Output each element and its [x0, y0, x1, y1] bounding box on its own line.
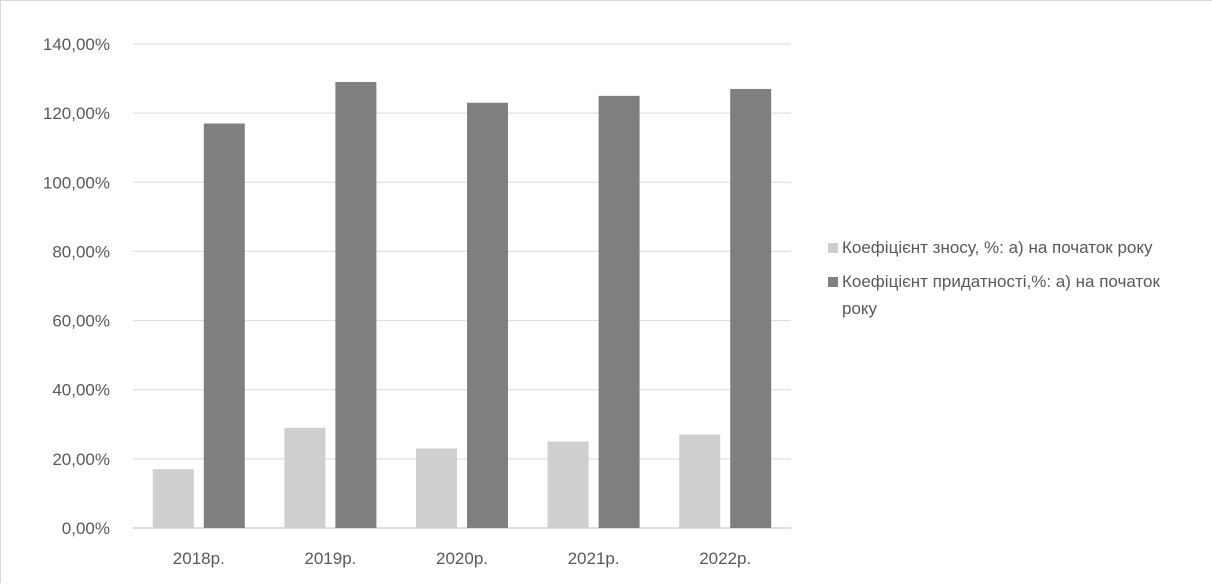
- bar-wear: [152, 469, 194, 528]
- legend-label-fitness: Коефіцієнт придатності,%: а) на початок …: [842, 272, 1160, 318]
- legend-swatch-fitness: [828, 277, 838, 287]
- y-tick-label: 100,00%: [43, 173, 110, 192]
- y-tick-label: 0,00%: [62, 519, 110, 538]
- y-axis-ticks: 0,00% 20,00% 40,00% 60,00% 80,00% 100,00% 120,…: [43, 35, 110, 538]
- x-tick-label: 2020р.: [436, 549, 488, 568]
- bar-fitness: [335, 82, 377, 529]
- bar-wear: [547, 441, 589, 528]
- x-tick-label: 2021р.: [568, 549, 620, 568]
- legend-swatch-wear: [828, 243, 838, 253]
- x-axis-ticks: 2018р. 2019р. 2020р. 2021р. 2022р.: [173, 549, 751, 568]
- bar-fitness: [203, 123, 245, 528]
- legend: Коефіцієнт зносу, %: а) на початок року …: [828, 234, 1198, 329]
- y-tick-label: 120,00%: [43, 104, 110, 123]
- y-tick-label: 40,00%: [52, 381, 110, 400]
- bar-wear: [416, 448, 457, 528]
- legend-item-wear: Коефіцієнт зносу, %: а) на початок року: [828, 234, 1198, 261]
- bars: [152, 82, 772, 529]
- x-tick-label: 2019р.: [304, 549, 356, 568]
- bar-wear: [679, 434, 721, 528]
- x-tick-label: 2018р.: [173, 549, 225, 568]
- legend-item-fitness: Коефіцієнт придатності,%: а) на початок …: [828, 268, 1198, 322]
- y-tick-label: 60,00%: [52, 312, 110, 331]
- bar-fitness: [598, 95, 640, 528]
- y-tick-label: 80,00%: [52, 242, 110, 261]
- bar-fitness: [730, 88, 772, 528]
- legend-label-wear: Коефіцієнт зносу, %: а) на початок року: [842, 238, 1153, 257]
- y-tick-label: 20,00%: [52, 450, 110, 469]
- x-tick-label: 2022р.: [699, 549, 751, 568]
- bar-fitness: [467, 102, 508, 529]
- y-tick-label: 140,00%: [43, 35, 110, 54]
- bar-wear: [284, 427, 326, 528]
